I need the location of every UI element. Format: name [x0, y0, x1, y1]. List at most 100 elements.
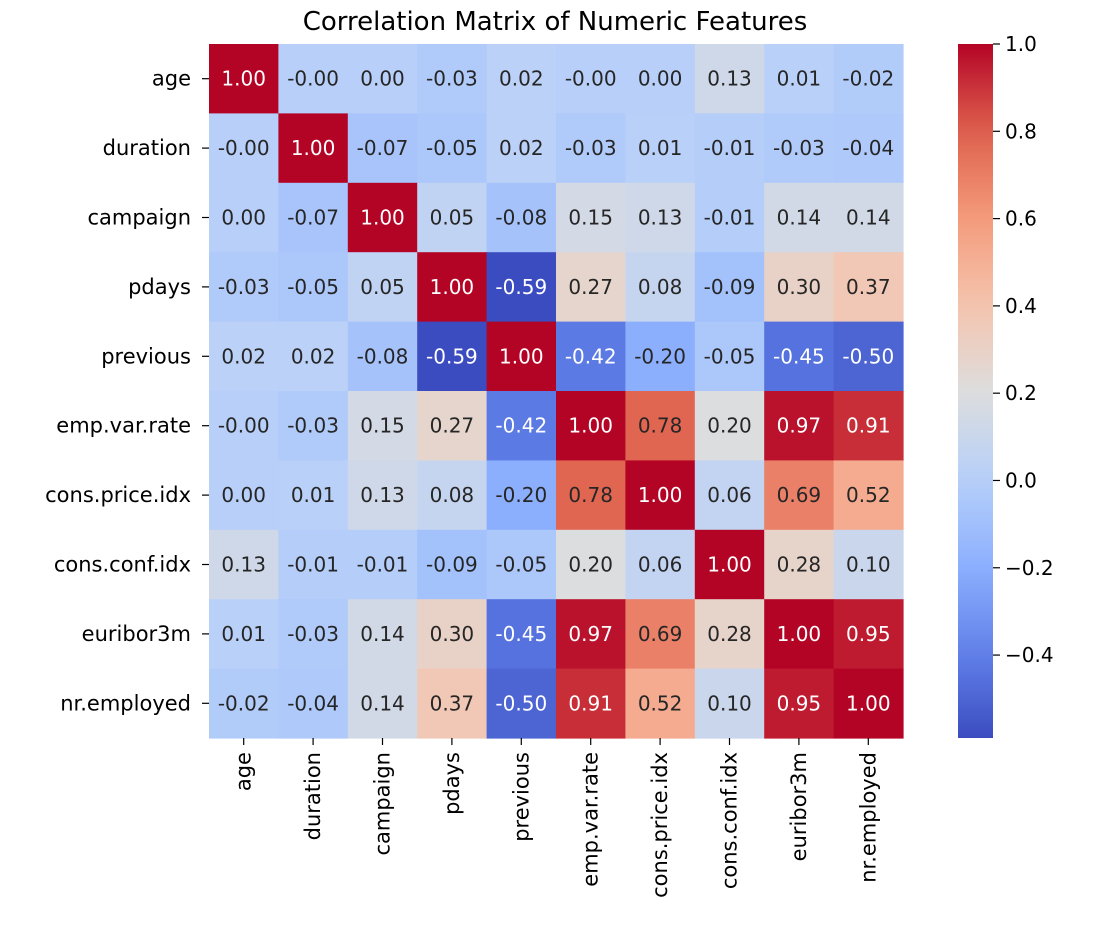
cell-value-label: 0.28: [707, 622, 752, 646]
heatmap-cell: [417, 529, 488, 600]
heatmap-cell: [694, 113, 765, 184]
cell-value-label: 0.00: [360, 67, 405, 91]
heatmap-cell: [347, 391, 418, 461]
column-label: previous: [509, 752, 533, 842]
column-label: age: [232, 752, 256, 791]
cell-value-label: 0.10: [846, 553, 891, 577]
cell-value-label: -0.20: [634, 344, 686, 368]
chart-title: Correlation Matrix of Numeric Features: [303, 7, 808, 37]
cell-value-label: 0.20: [568, 553, 613, 577]
cell-value-label: 1.00: [777, 622, 822, 646]
heatmap-cell: [417, 252, 488, 323]
colorbar-tick-label: 1.0: [1005, 32, 1037, 56]
cell-value-label: 0.08: [430, 483, 475, 507]
heatmap-cell: [417, 321, 488, 392]
heatmap-cell: [764, 529, 835, 600]
row-label: euribor3m: [82, 622, 191, 646]
cell-value-label: -0.01: [287, 553, 339, 577]
heatmap-cell: [833, 182, 904, 253]
heatmap-cell: [278, 44, 349, 114]
heatmap-cells: 1.00 -0.00 0.00 -0.03 0.02 -0.00 0.00 0.13 0.01-…: [209, 44, 904, 739]
heatmap-cell: [209, 668, 279, 739]
heatmap-cell: [764, 599, 835, 670]
column-label: duration: [301, 752, 325, 840]
heatmap-cell: [278, 391, 349, 461]
heatmap-cell: [209, 182, 279, 253]
heatmap-cell: [417, 182, 488, 253]
heatmap-cell: [417, 113, 488, 184]
cell-value-label: 1.00: [499, 344, 544, 368]
heatmap-cell: [347, 321, 418, 392]
cell-value-label: 1.00: [846, 691, 891, 715]
cell-value-label: 0.01: [291, 483, 336, 507]
heatmap-cell: [278, 252, 349, 323]
cell-value-label: 0.01: [777, 67, 822, 91]
heatmap-cell: [347, 668, 418, 739]
cell-value-label: 1.00: [707, 553, 752, 577]
cell-value-label: -0.05: [495, 553, 547, 577]
row-label: nr.employed: [60, 691, 191, 715]
colorbar-tick-label: 0.6: [1005, 207, 1037, 231]
heatmap-cell: [556, 321, 626, 392]
heatmap-cell: [625, 252, 696, 323]
heatmap-cell: [278, 460, 349, 531]
cell-value-label: -0.08: [357, 344, 409, 368]
cell-value-label: -0.00: [218, 136, 270, 160]
row-label: emp.var.rate: [56, 414, 191, 438]
cell-value-label: 1.00: [568, 414, 613, 438]
heatmap-cell: [417, 668, 488, 739]
cell-value-label: -0.05: [287, 275, 339, 299]
heatmap-cell: [764, 252, 835, 323]
heatmap-cell: [833, 529, 904, 600]
colorbar-tick-label: −0.4: [1005, 643, 1054, 667]
heatmap-cell: [556, 529, 626, 600]
cell-value-label: 0.52: [638, 691, 683, 715]
heatmap-cell: [417, 391, 488, 461]
heatmap-cell: [625, 460, 696, 531]
colorbar-gradient: [958, 44, 993, 738]
row-label: duration: [103, 136, 191, 160]
heatmap-cell: [625, 182, 696, 253]
heatmap-cell: [694, 668, 765, 739]
cell-value-label: 0.95: [777, 691, 822, 715]
heatmap-cell: [209, 252, 279, 323]
cell-value-label: -0.00: [287, 67, 339, 91]
column-label: cons.conf.idx: [718, 752, 742, 889]
cell-value-label: -0.03: [773, 136, 825, 160]
cell-value-label: -0.02: [842, 67, 894, 91]
cell-value-label: 0.69: [638, 622, 683, 646]
heatmap-cell: [486, 460, 557, 531]
column-label: euribor3m: [787, 752, 811, 861]
column-label: nr.employed: [856, 752, 880, 883]
cell-value-label: -0.20: [495, 483, 547, 507]
heatmap-cell: [417, 599, 488, 670]
cell-value-label: 1.00: [360, 206, 405, 230]
cell-value-label: -0.09: [426, 553, 478, 577]
heatmap-cell: [209, 44, 279, 114]
heatmap-cell: [556, 391, 626, 461]
cell-value-label: -0.04: [287, 691, 339, 715]
cell-value-label: -0.00: [218, 414, 270, 438]
heatmap-cell: [209, 321, 279, 392]
cell-value-label: 0.13: [360, 483, 405, 507]
heatmap-cell: [556, 182, 626, 253]
heatmap-cell: [764, 44, 835, 114]
cell-value-label: -0.05: [426, 136, 478, 160]
cell-value-label: 0.01: [221, 622, 266, 646]
cell-value-label: -0.01: [704, 136, 756, 160]
heatmap-cell: [209, 529, 279, 600]
cell-value-label: 0.05: [430, 206, 475, 230]
cell-value-label: 0.00: [638, 67, 683, 91]
cell-value-label: -0.50: [495, 691, 547, 715]
heatmap-cell: [278, 668, 349, 739]
heatmap-cell: [694, 391, 765, 461]
column-label: cons.price.idx: [648, 752, 672, 898]
column-label: campaign: [371, 752, 395, 856]
heatmap-cell: [486, 599, 557, 670]
heatmap-cell: [347, 529, 418, 600]
row-labels: age duration campaign pdays previous emp.var.…: [45, 67, 209, 715]
heatmap-cell: [833, 44, 904, 114]
heatmap-cell: [486, 182, 557, 253]
cell-value-label: 0.95: [846, 622, 891, 646]
heatmap-cell: [209, 113, 279, 184]
